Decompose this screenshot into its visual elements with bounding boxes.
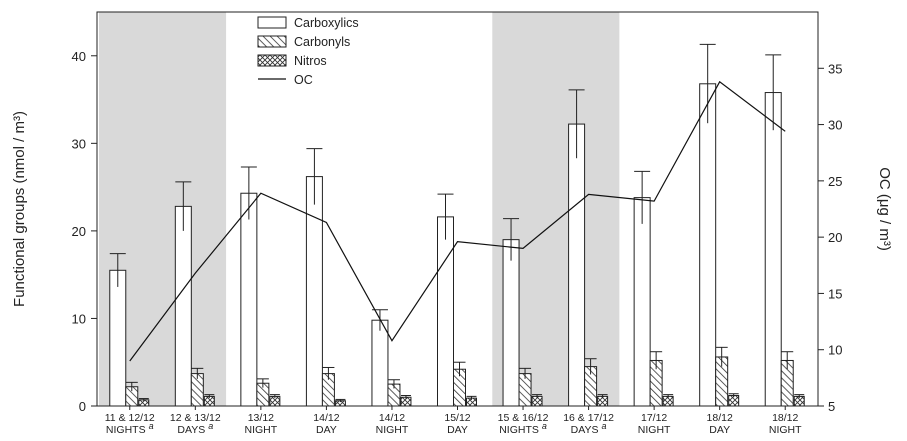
x-tick-label: 13/12 xyxy=(248,412,274,424)
bar-carboxylics xyxy=(437,216,454,407)
x-tick-label-line2: DAY xyxy=(316,424,337,436)
y2-tick-label: 10 xyxy=(828,343,842,358)
bars xyxy=(109,43,805,407)
left-axis: 0 10 20 30 40 xyxy=(72,49,97,414)
oc-line-layer xyxy=(129,80,786,362)
right-axis: 5 10 15 20 25 30 35 xyxy=(818,61,842,414)
y2-tick-label: 25 xyxy=(828,174,842,189)
legend-label-carboxylics: Carboxylics xyxy=(294,16,359,30)
x-tick-label: 16 & 17/12 xyxy=(563,412,614,424)
bar-carboxylics xyxy=(568,123,586,407)
bar-carboxylics xyxy=(633,197,651,407)
x-tick-label-line2: DAYS a xyxy=(177,421,213,436)
bar-carboxylics xyxy=(502,239,520,407)
x-tick-label: 15/12 xyxy=(444,412,470,424)
x-tick-label-line2: DAYS a xyxy=(571,421,607,436)
y-tick-label: 10 xyxy=(72,311,86,326)
bar-carboxylics xyxy=(699,83,717,407)
bar-carboxylics xyxy=(371,319,389,407)
y2-tick-label: 15 xyxy=(828,286,842,301)
bar-carboxylics xyxy=(305,176,323,407)
x-tick-label: 14/12 xyxy=(313,412,339,424)
y2-tick-label: 5 xyxy=(828,399,835,414)
x-tick-label-line2: NIGHT xyxy=(245,424,278,436)
legend-swatch-carboxylics xyxy=(257,16,287,29)
x-tick-label-line2: NIGHT xyxy=(638,424,671,436)
x-tick-label: 12 & 13/12 xyxy=(170,412,221,424)
oc-line xyxy=(129,80,786,362)
footnote-marker: a xyxy=(542,421,547,431)
y-tick-label: 20 xyxy=(72,224,86,239)
x-tick-label: 18/12 xyxy=(772,412,798,424)
legend-swatch-nitros xyxy=(257,54,287,67)
y-axis-title: Functional groups (nmol / m³) xyxy=(11,111,28,307)
footnote-marker: a xyxy=(208,421,213,431)
y2-tick-label: 30 xyxy=(828,118,842,133)
legend-swatch-carbonyls xyxy=(257,35,287,48)
x-tick-label-line2: NIGHT xyxy=(376,424,409,436)
y2-tick-label: 20 xyxy=(828,230,842,245)
x-tick-label-line2: DAY xyxy=(709,424,730,436)
bar-carboxylics xyxy=(764,92,782,407)
legend-label-nitros: Nitros xyxy=(294,54,327,68)
legend-label-oc: OC xyxy=(294,73,313,87)
legend: Carboxylics Carbonyls Nitros OC xyxy=(257,16,359,87)
y-tick-label: 30 xyxy=(72,136,86,151)
x-tick-label-line2: NIGHTS a xyxy=(106,421,154,436)
x-tick-label: 15 & 16/12 xyxy=(498,412,549,424)
x-tick-label: 18/12 xyxy=(707,412,733,424)
bar-carboxylics xyxy=(109,269,127,407)
x-tick-label-line2: DAY xyxy=(447,424,468,436)
x-tick-label-line2: NIGHTS a xyxy=(499,421,547,436)
x-tick-label: 17/12 xyxy=(641,412,667,424)
y2-tick-label: 35 xyxy=(828,61,842,76)
y-tick-label: 0 xyxy=(79,399,86,414)
bar-carboxylics xyxy=(240,192,258,407)
legend-label-carbonyls: Carbonyls xyxy=(294,35,350,49)
x-tick-label-line2: NIGHT xyxy=(769,424,802,436)
bar-carboxylics xyxy=(174,205,192,407)
footnote-marker: a xyxy=(601,421,606,431)
y-tick-label: 40 xyxy=(72,49,86,64)
x-tick-label: 14/12 xyxy=(379,412,405,424)
y2-axis-title: OC (μg / m³) xyxy=(876,167,893,251)
x-tick-label: 11 & 12/12 xyxy=(105,412,155,424)
footnote-marker: a xyxy=(149,421,154,431)
